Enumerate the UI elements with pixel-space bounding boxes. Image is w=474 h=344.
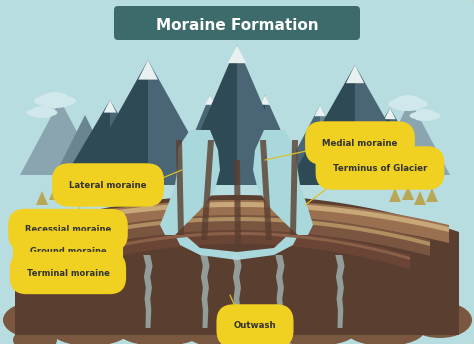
Polygon shape (177, 45, 237, 185)
Polygon shape (170, 110, 180, 120)
Ellipse shape (345, 314, 425, 344)
Polygon shape (232, 255, 242, 328)
Ellipse shape (49, 99, 70, 108)
Polygon shape (389, 188, 401, 202)
Text: Lateral moraine: Lateral moraine (69, 181, 147, 190)
Polygon shape (160, 130, 220, 235)
Polygon shape (104, 100, 116, 112)
Polygon shape (205, 95, 215, 105)
Ellipse shape (420, 114, 436, 121)
Polygon shape (278, 105, 320, 185)
Polygon shape (55, 115, 115, 175)
FancyBboxPatch shape (114, 6, 360, 40)
Ellipse shape (423, 112, 440, 119)
Polygon shape (15, 195, 459, 335)
Text: Recessial moraine: Recessial moraine (25, 226, 111, 235)
Ellipse shape (31, 111, 46, 118)
Polygon shape (290, 140, 298, 235)
Polygon shape (175, 235, 298, 260)
Polygon shape (402, 186, 414, 200)
Polygon shape (143, 255, 153, 328)
Text: www.VectorMine.com: www.VectorMine.com (203, 217, 271, 223)
Polygon shape (20, 255, 454, 335)
Polygon shape (228, 45, 246, 63)
Ellipse shape (27, 109, 44, 116)
Polygon shape (260, 140, 272, 240)
Polygon shape (384, 108, 396, 119)
Ellipse shape (52, 96, 76, 106)
Polygon shape (390, 108, 435, 185)
Polygon shape (148, 60, 218, 185)
Ellipse shape (3, 302, 67, 338)
Ellipse shape (31, 106, 53, 118)
Ellipse shape (40, 109, 57, 116)
Polygon shape (414, 191, 426, 205)
Polygon shape (314, 105, 326, 116)
Text: Moraine Formation: Moraine Formation (155, 18, 319, 32)
Polygon shape (45, 215, 430, 256)
Polygon shape (176, 140, 184, 235)
Polygon shape (320, 105, 362, 185)
Ellipse shape (187, 321, 287, 344)
Ellipse shape (414, 109, 436, 121)
Polygon shape (175, 95, 210, 180)
Text: Outwash: Outwash (234, 322, 276, 331)
Ellipse shape (402, 102, 422, 111)
Polygon shape (60, 100, 110, 185)
Polygon shape (45, 217, 430, 246)
Polygon shape (374, 100, 450, 175)
Polygon shape (135, 110, 175, 185)
Polygon shape (253, 130, 313, 235)
Polygon shape (78, 60, 148, 185)
Polygon shape (62, 191, 74, 205)
Polygon shape (234, 160, 241, 250)
Polygon shape (275, 255, 284, 328)
Polygon shape (345, 108, 390, 185)
Ellipse shape (394, 102, 414, 111)
Polygon shape (346, 65, 364, 83)
Polygon shape (175, 110, 215, 185)
Ellipse shape (37, 111, 53, 118)
Ellipse shape (34, 96, 58, 106)
Ellipse shape (394, 95, 422, 111)
Ellipse shape (414, 114, 429, 121)
Polygon shape (138, 60, 158, 79)
Ellipse shape (118, 318, 202, 344)
Polygon shape (49, 186, 61, 200)
Polygon shape (287, 65, 355, 185)
Ellipse shape (408, 302, 472, 338)
Polygon shape (201, 140, 214, 240)
Ellipse shape (410, 112, 427, 119)
Polygon shape (25, 202, 449, 232)
Ellipse shape (388, 99, 411, 109)
Ellipse shape (405, 99, 428, 109)
Polygon shape (110, 100, 160, 185)
Polygon shape (355, 118, 415, 175)
Text: Terminus of Glacier: Terminus of Glacier (333, 163, 427, 172)
Polygon shape (237, 45, 297, 185)
Polygon shape (201, 255, 210, 328)
Ellipse shape (13, 328, 57, 344)
Polygon shape (265, 95, 303, 180)
Polygon shape (65, 232, 410, 260)
Polygon shape (65, 230, 410, 269)
Text: Ground moraine: Ground moraine (30, 247, 106, 257)
Polygon shape (426, 188, 438, 202)
Text: Medial moraine: Medial moraine (322, 139, 398, 148)
Polygon shape (210, 95, 245, 180)
Polygon shape (36, 191, 48, 205)
Polygon shape (25, 200, 449, 243)
Polygon shape (260, 95, 270, 105)
Polygon shape (335, 255, 345, 328)
Ellipse shape (40, 99, 61, 108)
Ellipse shape (272, 318, 356, 344)
Polygon shape (20, 100, 100, 175)
Ellipse shape (40, 92, 70, 108)
Polygon shape (227, 95, 265, 180)
Ellipse shape (50, 314, 130, 344)
Polygon shape (355, 65, 423, 185)
Polygon shape (74, 188, 86, 202)
Text: Terminal moraine: Terminal moraine (27, 269, 109, 278)
